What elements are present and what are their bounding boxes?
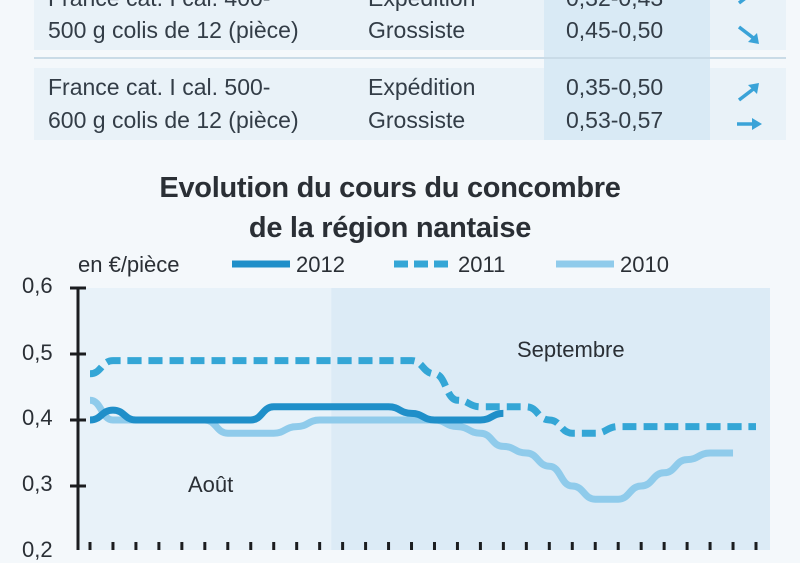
trend-down-icon	[737, 25, 759, 44]
price-table: France cat. I cal. 400- 500 g colis de 1…	[0, 0, 800, 150]
unit-label: en €/pièce	[78, 252, 180, 277]
price-range: 0,53-0,57	[566, 107, 664, 133]
trend-stable-icon	[737, 118, 762, 130]
product-name-line2: 500 g colis de 12 (pièce)	[48, 17, 299, 43]
price-evolution-chart: Evolution du cours du concombre de la ré…	[0, 160, 800, 562]
product-name-line1: France cat. I cal. 400-	[48, 0, 270, 15]
y-tick-label: 0,2	[22, 537, 53, 562]
y-tick-label: 0,6	[22, 273, 53, 298]
legend-label-2011: 2011	[458, 252, 506, 277]
chart-canvas	[70, 260, 770, 550]
trend-up-icon	[737, 83, 759, 102]
period-label-september: Septembre	[517, 337, 625, 362]
product-name-line2: 600 g colis de 12 (pièce)	[48, 107, 299, 133]
price-column-background	[544, 0, 710, 140]
chart-title-line2: de la région nantaise	[248, 212, 532, 244]
legend-label-2012: 2012	[296, 252, 345, 277]
row-background	[710, 0, 786, 50]
trend-up-icon	[737, 0, 746, 5]
price-range: 0,35-0,50	[566, 74, 664, 100]
legend-label-2010: 2010	[620, 252, 669, 277]
series-line-2011	[89, 357, 756, 437]
row-background	[34, 0, 544, 50]
market-stage: Grossiste	[368, 107, 466, 133]
market-stage: Expédition	[368, 74, 476, 100]
chart-title-line1: Evolution du cours du concombre	[159, 172, 621, 204]
y-tick-label: 0,5	[22, 340, 53, 365]
product-name-line1: France cat. I cal. 500-	[48, 74, 271, 100]
price-range: 0,32-0,43	[566, 0, 663, 15]
price-range: 0,45-0,50	[566, 17, 664, 43]
y-tick-label: 0,3	[22, 471, 53, 496]
series-line-2012	[89, 403, 504, 424]
market-stage: Grossiste	[368, 17, 466, 43]
y-tick-label: 0,4	[22, 405, 53, 430]
market-stage: Expédition	[368, 0, 475, 15]
period-label-august: Août	[188, 472, 234, 497]
row-divider	[34, 57, 786, 59]
row-background	[34, 68, 544, 140]
row-background	[710, 68, 786, 140]
